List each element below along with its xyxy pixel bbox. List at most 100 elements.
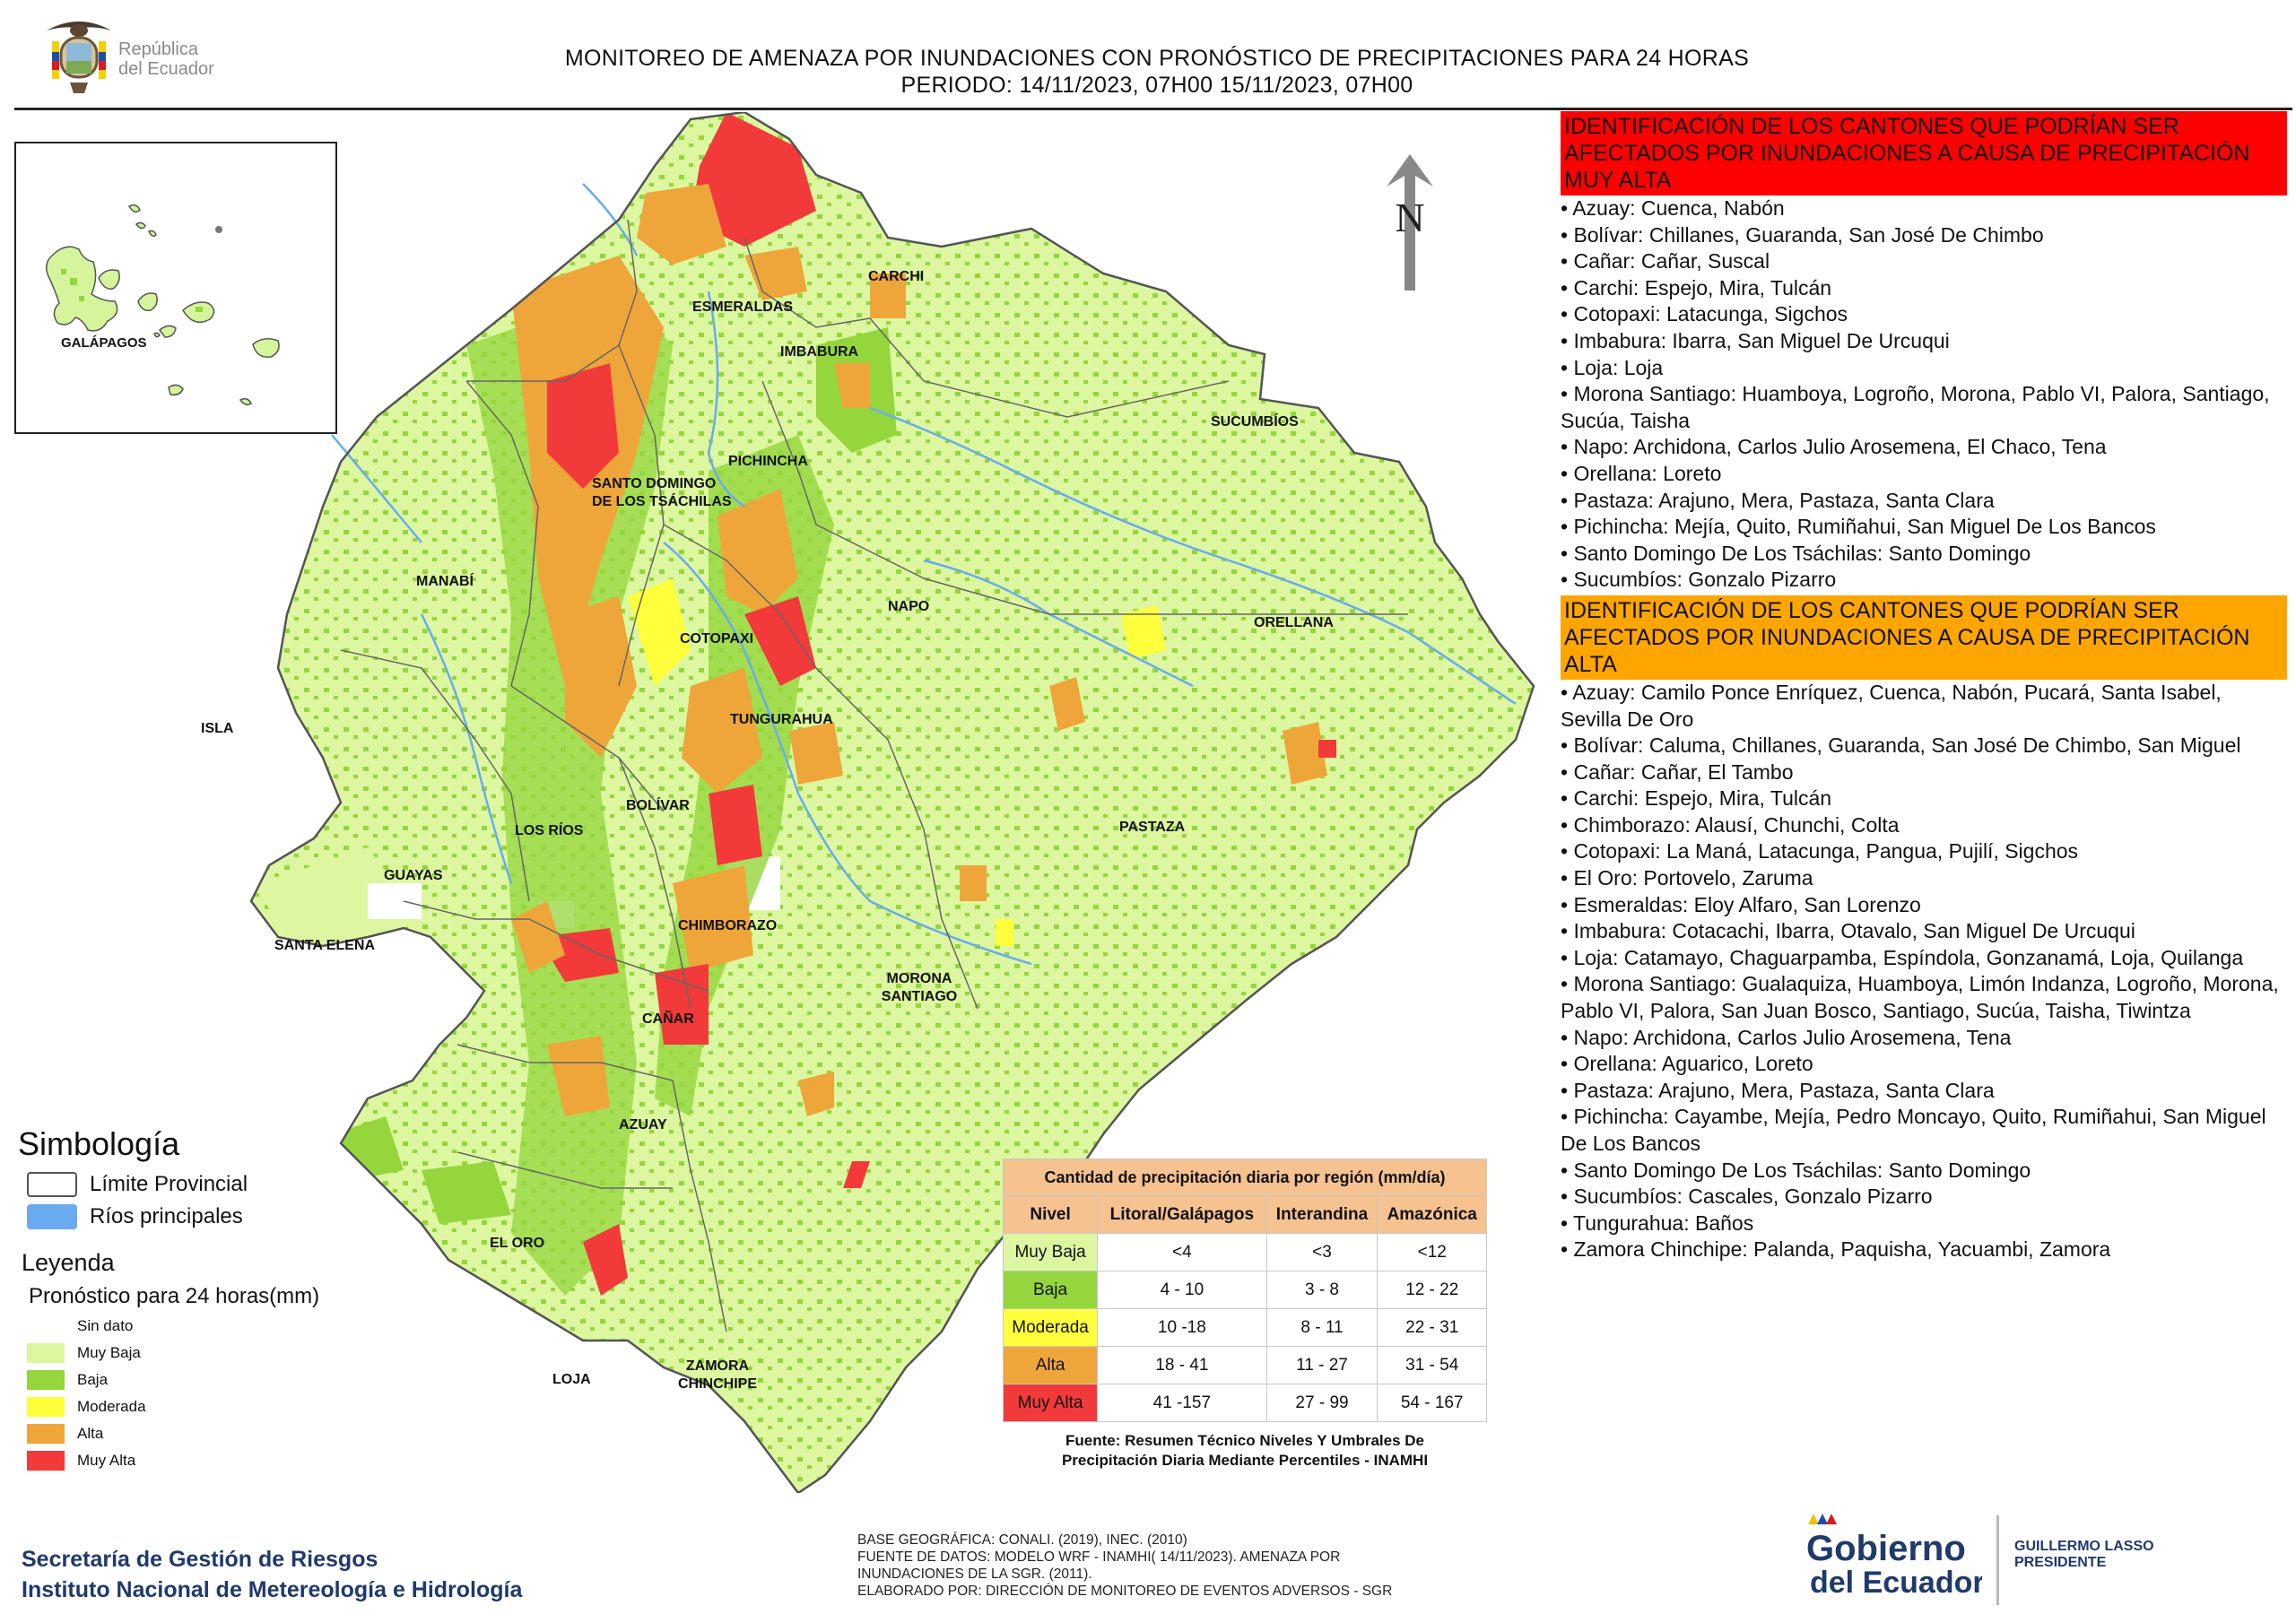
canton-item: Pastaza: Arajuno, Mera, Pastaza, Santa C…: [1561, 488, 2287, 515]
legend-class-swatch: [27, 1451, 65, 1471]
credit-line: ELABORADO POR: DIRECCIÓN DE MONITOREO DE…: [857, 1584, 1393, 1599]
canton-item: El Oro: Portovelo, Zaruma: [1561, 865, 2287, 892]
canton-item: Pichincha: Cayambe, Mejía, Pedro Moncayo…: [1561, 1104, 2287, 1157]
table-value-cell: 10 -18: [1097, 1308, 1267, 1347]
province-label: ISLA: [201, 721, 234, 736]
table-level-cell: Muy Alta: [1002, 1384, 1099, 1422]
province-label: ORELLANA: [1254, 615, 1334, 630]
table-row: Muy Baja <4 <3 <12: [1002, 1233, 1487, 1271]
province-label: SUCUMBÍOS: [1211, 414, 1299, 430]
class-list: Sin dato Muy Baja Baja Moderada Alta Muy Alta: [18, 1315, 413, 1472]
province-label: NAPO: [888, 599, 930, 614]
footer-divider: [1996, 1515, 1999, 1605]
province-label: CHIMBORAZO: [678, 918, 778, 933]
canton-item: Pastaza: Arajuno, Mera, Pastaza, Santa C…: [1561, 1078, 2287, 1105]
alta-heading: IDENTIFICACIÓN DE LOS CANTONES QUE PODRÍ…: [1561, 595, 2287, 680]
canton-item: Sucumbíos: Gonzalo Pizarro: [1561, 567, 2287, 594]
canton-item: Sucumbíos: Cascales, Gonzalo Pizarro: [1561, 1184, 2287, 1211]
canton-item: Zamora Chinchipe: Palanda, Paquisha, Yac…: [1561, 1237, 2287, 1263]
agency-credits: Secretaría de Gestión de Riesgos Institu…: [22, 1544, 522, 1605]
muy-alta-heading: IDENTIFICACIÓN DE LOS CANTONES QUE PODRÍ…: [1561, 111, 2287, 195]
province-label: BOLÍVAR: [626, 798, 690, 813]
legend-class-label: Muy Alta: [77, 1452, 136, 1469]
legend-symbol-swatch: [27, 1204, 77, 1229]
legend-class-swatch: [27, 1370, 65, 1390]
legend-class-row: Sin dato: [27, 1315, 413, 1338]
gob-wordmark-2: del Ecuador: [1810, 1566, 1982, 1600]
title-line-2: PERIODO: 14/11/2023, 07H00 15/11/2023, 0…: [900, 73, 1413, 98]
legend-class-swatch: [27, 1316, 65, 1336]
province-label: MANABÍ: [416, 574, 474, 589]
credit-line: FUENTE DE DATOS: MODELO WRF - INAMHI( 14…: [857, 1549, 1341, 1565]
table-value-cell: 31 - 54: [1377, 1346, 1487, 1384]
president-title: PRESIDENTE: [2014, 1555, 2107, 1570]
canton-item: Imbabura: Ibarra, San Miguel De Urcuqui: [1561, 328, 2287, 355]
ecuador-flood-threat-map: [249, 112, 1535, 1493]
alta-canton-list: Azuay: Camilo Ponce Enríquez, Cuenca, Na…: [1561, 680, 2287, 1263]
legend-class-swatch: [27, 1424, 65, 1444]
canton-item: Santo Domingo De Los Tsáchilas: Santo Do…: [1561, 541, 2287, 568]
table-level-cell: Muy Baja: [1002, 1233, 1099, 1271]
table-row: Muy Alta 41 -157 27 - 99 54 - 167: [1002, 1384, 1487, 1422]
precipitation-thresholds-table: Cantidad de precipitación diaria por reg…: [1002, 1159, 1487, 1422]
legend-class-row: Alta: [27, 1422, 413, 1445]
table-header-cell: Amazónica: [1377, 1195, 1487, 1234]
agency-line1: Secretaría de Gestión de Riesgos: [22, 1547, 378, 1572]
legend-class-row: Muy Alta: [27, 1449, 413, 1472]
legend-class-row: Muy Baja: [27, 1341, 413, 1365]
table-level-cell: Moderada: [1002, 1308, 1099, 1347]
canton-item: Cañar: Cañar, Suscal: [1561, 248, 2287, 275]
canton-item: Pichincha: Mejía, Quito, Rumiñahui, San …: [1561, 514, 2287, 541]
canton-item: Cotopaxi: La Maná, Latacunga, Pangua, Pu…: [1561, 838, 2287, 865]
province-label: CARCHI: [868, 269, 925, 284]
table-value-cell: 22 - 31: [1377, 1308, 1487, 1347]
galapagos-inset-map: GALÁPAGOS: [14, 142, 337, 434]
table-header-cell: Interandina: [1265, 1195, 1378, 1234]
table-level-cell: Alta: [1002, 1346, 1099, 1384]
table-header-cell: Litoral/Galápagos: [1097, 1195, 1267, 1234]
symbol-list: Límite Provincial Ríos principales: [18, 1172, 413, 1229]
canton-item: Orellana: Aguarico, Loreto: [1561, 1051, 2287, 1078]
province-label: IMBABURA: [780, 344, 859, 360]
table-value-cell: 54 - 167: [1377, 1384, 1487, 1422]
canton-item: Santo Domingo De Los Tsáchilas: Santo Do…: [1561, 1158, 2287, 1185]
sin-dato-patch: [368, 883, 422, 919]
amazon-slope-band: [332, 273, 1336, 1224]
legend-symbol-label: Ríos principales: [90, 1204, 243, 1228]
canton-item: Bolívar: Chillanes, Guaranda, San José D…: [1561, 222, 2287, 249]
province-label: AZUAY: [619, 1117, 667, 1133]
logo-text-line2: del Ecuador: [118, 59, 214, 79]
legend-symbol-label: Límite Provincial: [90, 1172, 248, 1196]
legend-class-row: Moderada: [27, 1395, 413, 1419]
province-label: ZAMORA CHINCHIPE: [677, 1358, 757, 1392]
table-value-cell: 3 - 8: [1265, 1271, 1378, 1309]
province-label: SANTA ELENA: [274, 938, 375, 953]
table-value-cell: 18 - 41: [1097, 1346, 1267, 1384]
legend-symbol-row: Límite Provincial: [27, 1172, 413, 1197]
province-label: LOJA: [552, 1372, 591, 1387]
republica-del-ecuador-wordmark: República del Ecuador: [118, 39, 214, 79]
map-legend: Simbología Límite Provincial Ríos princip…: [18, 1125, 413, 1476]
table-value-cell: <3: [1265, 1233, 1378, 1271]
province-label: MORONA SANTIAGO: [881, 971, 958, 1004]
canton-item: Loja: Catamayo, Chaguarpamba, Espíndola,…: [1561, 945, 2287, 972]
north-muy-alta-area: [637, 112, 816, 300]
province-label: EL ORO: [490, 1236, 545, 1251]
province-label: COTOPAXI: [680, 631, 754, 647]
canton-item: Bolívar: Caluma, Chillanes, Guaranda, Sa…: [1561, 733, 2287, 759]
inset-label-galapagos: GALÁPAGOS: [61, 335, 147, 351]
legend-class-row: Baja: [27, 1368, 413, 1392]
logo-text-line1: República: [118, 39, 198, 59]
canton-item: Cañar: Cañar, El Tambo: [1561, 759, 2287, 786]
table-value-cell: <12: [1377, 1233, 1487, 1271]
canton-item: Cotopaxi: Latacunga, Sigchos: [1561, 301, 2287, 328]
legend-class-label: Sin dato: [77, 1317, 134, 1334]
legend-symbol-swatch: [27, 1172, 77, 1197]
province-label: ESMERALDAS: [692, 299, 794, 315]
table-value-cell: 12 - 22: [1377, 1271, 1487, 1309]
canton-item: Esmeraldas: Eloy Alfaro, San Lorenzo: [1561, 892, 2287, 919]
table-source-line1: Fuente: Resumen Técnico Niveles Y Umbral…: [1065, 1432, 1424, 1449]
table-value-cell: 27 - 99: [1265, 1384, 1378, 1422]
table-value-cell: 4 - 10: [1097, 1271, 1267, 1309]
muy-alta-canton-list: Azuay: Cuenca, NabónBolívar: Chillanes, …: [1561, 195, 2287, 594]
